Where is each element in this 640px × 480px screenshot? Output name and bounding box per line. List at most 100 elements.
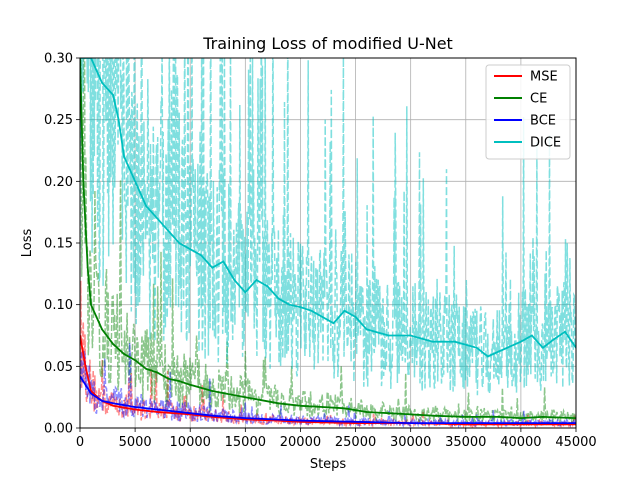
data-point-dice [531, 334, 533, 337]
x-tick-label: 25000 [335, 435, 376, 450]
legend-box [485, 64, 571, 160]
data-point-ce [112, 343, 114, 345]
data-point-ce [409, 413, 412, 416]
data-point-ce [321, 406, 324, 408]
data-point-bce [112, 402, 114, 405]
data-point-ce [156, 371, 159, 374]
data-point-dice [542, 346, 544, 349]
x-tick-label: 35000 [445, 435, 486, 450]
data-point-dice [189, 248, 192, 251]
data-point-dice [134, 180, 137, 183]
legend-label-bce: BCE [530, 114, 556, 129]
data-point-ce [244, 396, 247, 399]
data-point-dice [387, 334, 390, 337]
data-point-ce [343, 407, 346, 410]
data-point-dice [299, 306, 302, 308]
data-point-bce [189, 412, 192, 415]
data-point-ce [542, 416, 544, 418]
data-point-dice [553, 338, 555, 341]
data-point-dice [233, 279, 236, 281]
data-point-mse [84, 365, 87, 368]
data-point-ce [123, 353, 125, 355]
x-tick-label: 15000 [225, 435, 266, 450]
y-tick-label: 0.15 [44, 237, 73, 252]
data-point-bce [464, 422, 467, 424]
data-point-ce [497, 416, 500, 418]
data-point-dice [453, 340, 456, 343]
axis-ticks: 0 5000 10000 15000 20000 25000 30000 35000 40000… [44, 52, 597, 451]
data-point-dice [343, 309, 346, 312]
data-point-ce [387, 412, 390, 415]
data-point-ce [90, 303, 92, 306]
legend: MSE CE BCE DICE [485, 64, 571, 160]
chart-title: Training Loss of modified U-Net [202, 34, 453, 53]
x-tick-label: 5000 [119, 435, 152, 450]
data-point-dice [222, 260, 225, 263]
data-point-dice [321, 316, 324, 318]
data-point-dice [117, 118, 120, 121]
data-point-dice [332, 322, 335, 325]
data-point-ce [189, 383, 192, 386]
data-point-bce [90, 392, 92, 395]
data-point-ce [178, 380, 181, 382]
legend-label-mse: MSE [530, 70, 558, 85]
data-point-dice [112, 94, 114, 96]
x-tick-label: 10000 [170, 435, 211, 450]
data-point-ce [82, 180, 85, 183]
data-point-ce [134, 359, 137, 362]
data-point-bce [134, 406, 137, 408]
data-point-dice [200, 254, 203, 257]
data-point-dice [244, 291, 247, 294]
data-point-dice [123, 155, 125, 158]
data-point-bce [244, 417, 247, 419]
data-point-dice [288, 303, 291, 306]
data-point-bce [299, 419, 302, 422]
y-tick-label: 0.25 [44, 113, 73, 128]
x-tick-label: 20000 [280, 435, 321, 450]
data-point-dice [145, 205, 148, 207]
y-tick-label: 0.10 [44, 298, 73, 313]
y-axis-label: Loss [20, 229, 35, 258]
data-point-dice [365, 328, 368, 331]
data-point-dice [310, 309, 313, 312]
data-point-ce [86, 266, 89, 269]
data-point-dice [266, 285, 269, 288]
data-point-bce [84, 383, 87, 386]
data-point-dice [211, 266, 214, 269]
data-point-ce [365, 411, 368, 413]
data-point-bce [101, 400, 103, 402]
raw-series-dice [80, 58, 576, 396]
data-point-dice [255, 279, 258, 281]
data-point-ce [101, 328, 103, 331]
data-point-bce [409, 422, 412, 424]
x-tick-label: 45000 [555, 435, 596, 450]
x-tick-label: 0 [76, 435, 84, 450]
data-point-dice [101, 81, 103, 84]
data-point-ce [520, 417, 522, 419]
data-point-dice [520, 340, 522, 343]
y-tick-label: 0.30 [44, 52, 73, 67]
data-point-dice [475, 346, 478, 349]
data-point-dice [409, 334, 412, 337]
y-tick-label: 0.00 [44, 422, 73, 437]
data-point-ce [167, 377, 170, 380]
data-point-ce [431, 414, 434, 417]
data-point-ce [211, 390, 214, 392]
data-point-ce [464, 416, 467, 418]
raw-series-bce [80, 343, 576, 428]
data-point-ce [299, 404, 302, 407]
y-tick-label: 0.05 [44, 360, 73, 375]
data-point-mse [112, 404, 114, 407]
smoothed-series-layer [80, 58, 576, 426]
x-axis-label: Steps [310, 457, 347, 472]
data-point-bce [156, 408, 159, 411]
y-tick-label: 0.20 [44, 175, 73, 190]
legend-label-ce: CE [530, 92, 547, 107]
data-point-dice [497, 350, 500, 353]
legend-label-dice: DICE [530, 136, 561, 151]
data-point-dice [156, 217, 159, 220]
data-point-mse [134, 408, 137, 411]
data-point-ce [277, 402, 280, 405]
data-point-dice [486, 355, 489, 358]
